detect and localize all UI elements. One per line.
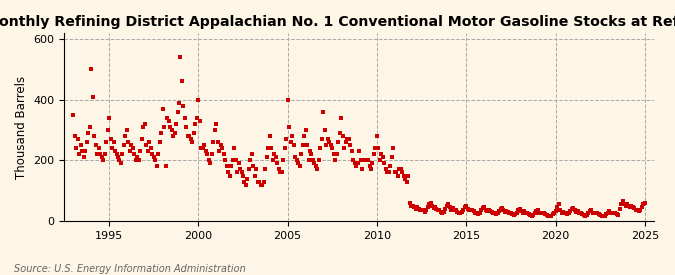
Y-axis label: Thousand Barrels: Thousand Barrels [15, 75, 28, 178]
Title: Monthly Refining District Appalachian No. 1 Conventional Motor Gasoline Stocks a: Monthly Refining District Appalachian No… [0, 15, 675, 29]
Text: Source: U.S. Energy Information Administration: Source: U.S. Energy Information Administ… [14, 264, 245, 274]
